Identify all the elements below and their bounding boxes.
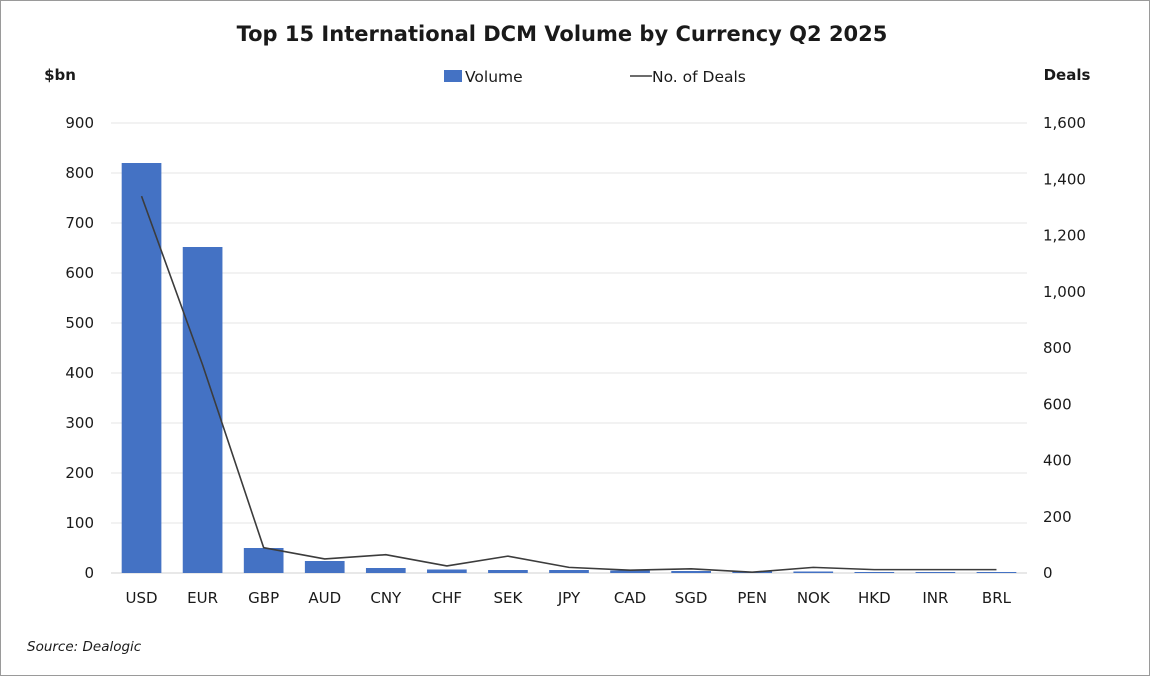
right-tick-label: 1,200 — [1043, 227, 1086, 245]
volume-bar-hkd — [854, 572, 895, 573]
left-tick-label: 400 — [65, 364, 94, 382]
x-tick-label: CHF — [432, 589, 462, 607]
left-tick-label: 200 — [65, 464, 94, 482]
left-tick-label: 100 — [65, 514, 94, 532]
volume-bar-aud — [304, 561, 345, 573]
right-tick-label: 600 — [1043, 395, 1072, 413]
left-tick-label: 0 — [84, 564, 94, 582]
x-tick-label: USD — [126, 589, 158, 607]
left-tick-label: 300 — [65, 414, 94, 432]
right-axis-title: Deals — [1044, 66, 1091, 84]
x-tick-label: PEN — [737, 589, 767, 607]
right-tick-label: 200 — [1043, 508, 1072, 526]
volume-bar-chf — [427, 569, 467, 573]
deals-series-line — [140, 195, 997, 573]
volume-bar-sgd — [671, 571, 711, 573]
x-tick-label: INR — [922, 589, 948, 607]
x-tick-label: GBP — [248, 589, 279, 607]
volume-bar-usd — [121, 163, 162, 573]
x-tick-label: SEK — [494, 589, 524, 607]
volume-bar-inr — [915, 572, 956, 573]
right-axis-ticks: 0 200 400 600 800 1,000 1,200 1,400 1,600 — [1043, 114, 1086, 582]
volume-bar-sek — [488, 570, 528, 573]
volume-bar-cad — [610, 570, 650, 573]
legend-deals-label: No. of Deals — [652, 68, 746, 86]
right-tick-label: 800 — [1043, 339, 1072, 357]
right-tick-label: 0 — [1043, 564, 1053, 582]
right-tick-label: 1,400 — [1043, 170, 1086, 188]
x-tick-label: HKD — [858, 589, 891, 607]
gridlines — [111, 122, 1027, 574]
deals-line — [140, 195, 997, 573]
x-tick-label: CNY — [370, 589, 402, 607]
x-tick-label: AUD — [308, 589, 341, 607]
left-tick-label: 500 — [65, 314, 94, 332]
volume-bar-brl — [976, 572, 1017, 573]
x-tick-label: BRL — [982, 589, 1012, 607]
right-tick-label: 1,000 — [1043, 283, 1086, 301]
volume-bar-eur — [182, 247, 223, 573]
volume-bar-cny — [365, 568, 406, 573]
source-note: Source: Dealogic — [27, 639, 142, 655]
right-tick-label: 1,600 — [1043, 114, 1086, 132]
x-tick-label: EUR — [187, 589, 218, 607]
volume-bar-nok — [793, 571, 834, 573]
right-tick-label: 400 — [1043, 452, 1072, 470]
legend-volume-swatch — [444, 70, 462, 82]
volume-bars — [121, 163, 1017, 573]
volume-bar-jpy — [549, 570, 589, 573]
x-tick-label: JPY — [557, 589, 581, 607]
left-axis-title: $bn — [44, 66, 76, 84]
x-tick-label: NOK — [797, 589, 831, 607]
legend-volume-label: Volume — [465, 68, 523, 86]
left-axis-ticks: 0 100 200 300 400 500 600 700 800 900 — [65, 114, 94, 582]
volume-bar-gbp — [243, 548, 284, 573]
chart-title: Top 15 International DCM Volume by Curre… — [237, 22, 888, 46]
left-tick-label: 800 — [65, 164, 94, 182]
left-tick-label: 700 — [65, 214, 94, 232]
left-tick-label: 900 — [65, 114, 94, 132]
left-tick-label: 600 — [65, 264, 94, 282]
legend: Volume No. of Deals — [444, 68, 746, 86]
x-tick-label: CAD — [614, 589, 646, 607]
x-axis-ticks: USD EUR GBP AUD CNY CHF SEK JPY CAD SGD PEN NOK HKD I… — [126, 589, 1012, 607]
x-tick-label: SGD — [675, 589, 708, 607]
